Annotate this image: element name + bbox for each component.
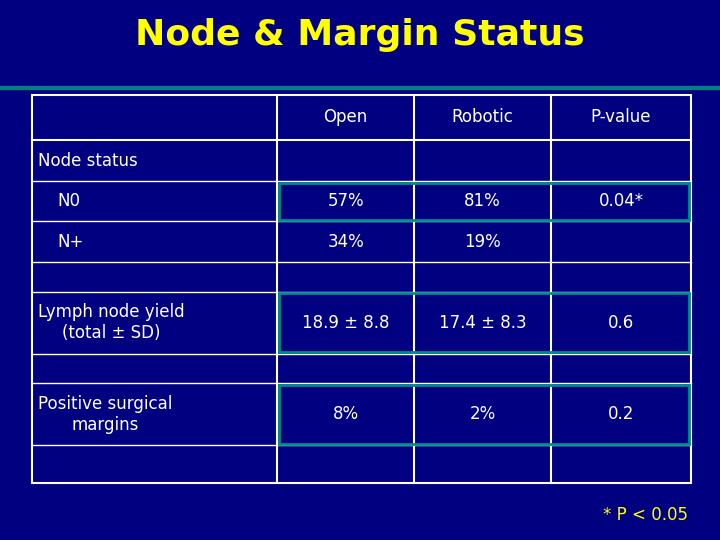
Text: 0.2: 0.2	[608, 406, 634, 423]
Text: 17.4 ± 8.3: 17.4 ± 8.3	[438, 314, 526, 332]
Text: P-value: P-value	[590, 109, 652, 126]
Bar	[279, 293, 689, 352]
Text: Open: Open	[323, 109, 368, 126]
Text: 0.6: 0.6	[608, 314, 634, 332]
Text: Node & Margin Status: Node & Margin Status	[135, 18, 585, 52]
Text: 19%: 19%	[464, 233, 501, 251]
Text: 81%: 81%	[464, 192, 501, 210]
Bar	[279, 183, 689, 220]
Text: 2%: 2%	[469, 406, 495, 423]
Text: * P < 0.05: * P < 0.05	[603, 506, 688, 524]
Text: Node status: Node status	[38, 152, 138, 170]
Text: Lymph node yield
(total ± SD): Lymph node yield (total ± SD)	[38, 303, 185, 342]
Text: Robotic: Robotic	[451, 109, 513, 126]
Text: 18.9 ± 8.8: 18.9 ± 8.8	[302, 314, 390, 332]
Text: 8%: 8%	[333, 406, 359, 423]
Bar	[279, 385, 689, 444]
Text: N0: N0	[58, 192, 81, 210]
Text: 0.04*: 0.04*	[598, 192, 644, 210]
Text: N+: N+	[58, 233, 84, 251]
Bar	[32, 94, 691, 483]
Text: 57%: 57%	[328, 192, 364, 210]
Text: Positive surgical
margins: Positive surgical margins	[38, 395, 173, 434]
Text: 34%: 34%	[327, 233, 364, 251]
